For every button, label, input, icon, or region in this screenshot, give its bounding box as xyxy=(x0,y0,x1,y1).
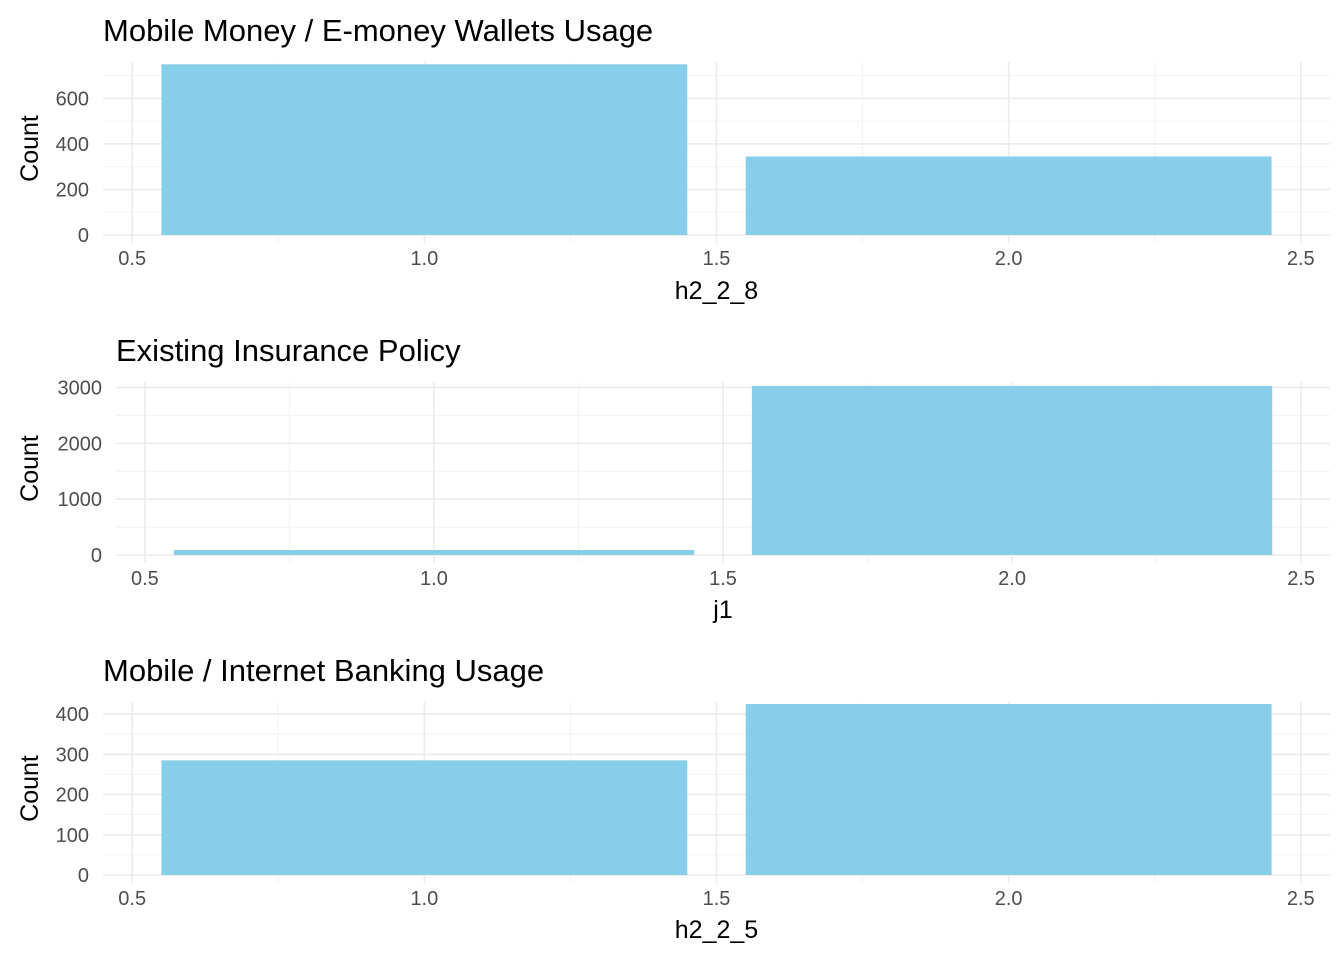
x-tick-label: 0.5 xyxy=(118,248,146,270)
y-axis-title: Count xyxy=(16,115,44,182)
x-axis-title: j1 xyxy=(712,596,732,624)
x-tick-label: 1.5 xyxy=(703,248,731,270)
bar xyxy=(173,549,695,555)
y-tick-label: 100 xyxy=(56,825,89,847)
chart-title: Mobile Money / E-money Wallets Usage xyxy=(103,13,653,48)
x-tick-label: 0.5 xyxy=(131,568,159,590)
x-tick-label: 1.5 xyxy=(703,888,731,910)
x-tick-label: 2.0 xyxy=(995,888,1023,910)
chart-panel-1: 0 200 400 600 0.5 1.0 1.5 2.0 2.5 Mobile Money / … xyxy=(16,13,1330,305)
bar xyxy=(161,64,688,236)
x-tick-label: 2.5 xyxy=(1287,888,1315,910)
x-tick-label: 2.0 xyxy=(998,568,1026,590)
chart-title: Mobile / Internet Banking Usage xyxy=(103,653,544,688)
chart-panel-2: 0 1000 2000 3000 0.5 1.0 1.5 2.0 2.5 Existing Ins… xyxy=(16,333,1330,624)
y-tick-label: 400 xyxy=(56,134,89,156)
x-tick-label: 1.0 xyxy=(420,568,448,590)
x-tick-label: 2.5 xyxy=(1287,568,1315,590)
y-tick-label: 200 xyxy=(56,179,89,201)
x-tick-label: 1.0 xyxy=(410,888,438,910)
bar xyxy=(751,385,1273,555)
y-tick-label: 1000 xyxy=(58,489,103,511)
y-tick-label: 200 xyxy=(56,785,89,807)
x-tick-label: 2.5 xyxy=(1287,248,1315,270)
x-axis-title: h2_2_8 xyxy=(675,277,758,305)
y-tick-label: 300 xyxy=(56,744,89,766)
chart-panel-3: 0 100 200 300 400 0.5 1.0 1.5 2.0 2.5 Mobile / Int… xyxy=(16,653,1330,944)
bar xyxy=(745,156,1272,235)
bar xyxy=(161,760,688,875)
bar xyxy=(745,704,1272,875)
y-tick-label: 3000 xyxy=(58,378,103,400)
y-tick-label: 0 xyxy=(78,865,89,887)
x-tick-label: 1.0 xyxy=(410,248,438,270)
x-axis-title: h2_2_5 xyxy=(675,916,758,944)
x-tick-label: 0.5 xyxy=(118,888,146,910)
y-tick-label: 2000 xyxy=(58,433,103,455)
y-axis-title: Count xyxy=(16,435,44,502)
y-axis-title: Count xyxy=(16,755,44,822)
x-tick-label: 1.5 xyxy=(709,568,737,590)
y-tick-label: 0 xyxy=(78,225,89,247)
chart-title: Existing Insurance Policy xyxy=(116,333,461,368)
x-tick-label: 2.0 xyxy=(995,248,1023,270)
y-tick-label: 0 xyxy=(91,545,102,567)
y-tick-label: 400 xyxy=(56,704,89,726)
y-tick-label: 600 xyxy=(56,88,89,110)
